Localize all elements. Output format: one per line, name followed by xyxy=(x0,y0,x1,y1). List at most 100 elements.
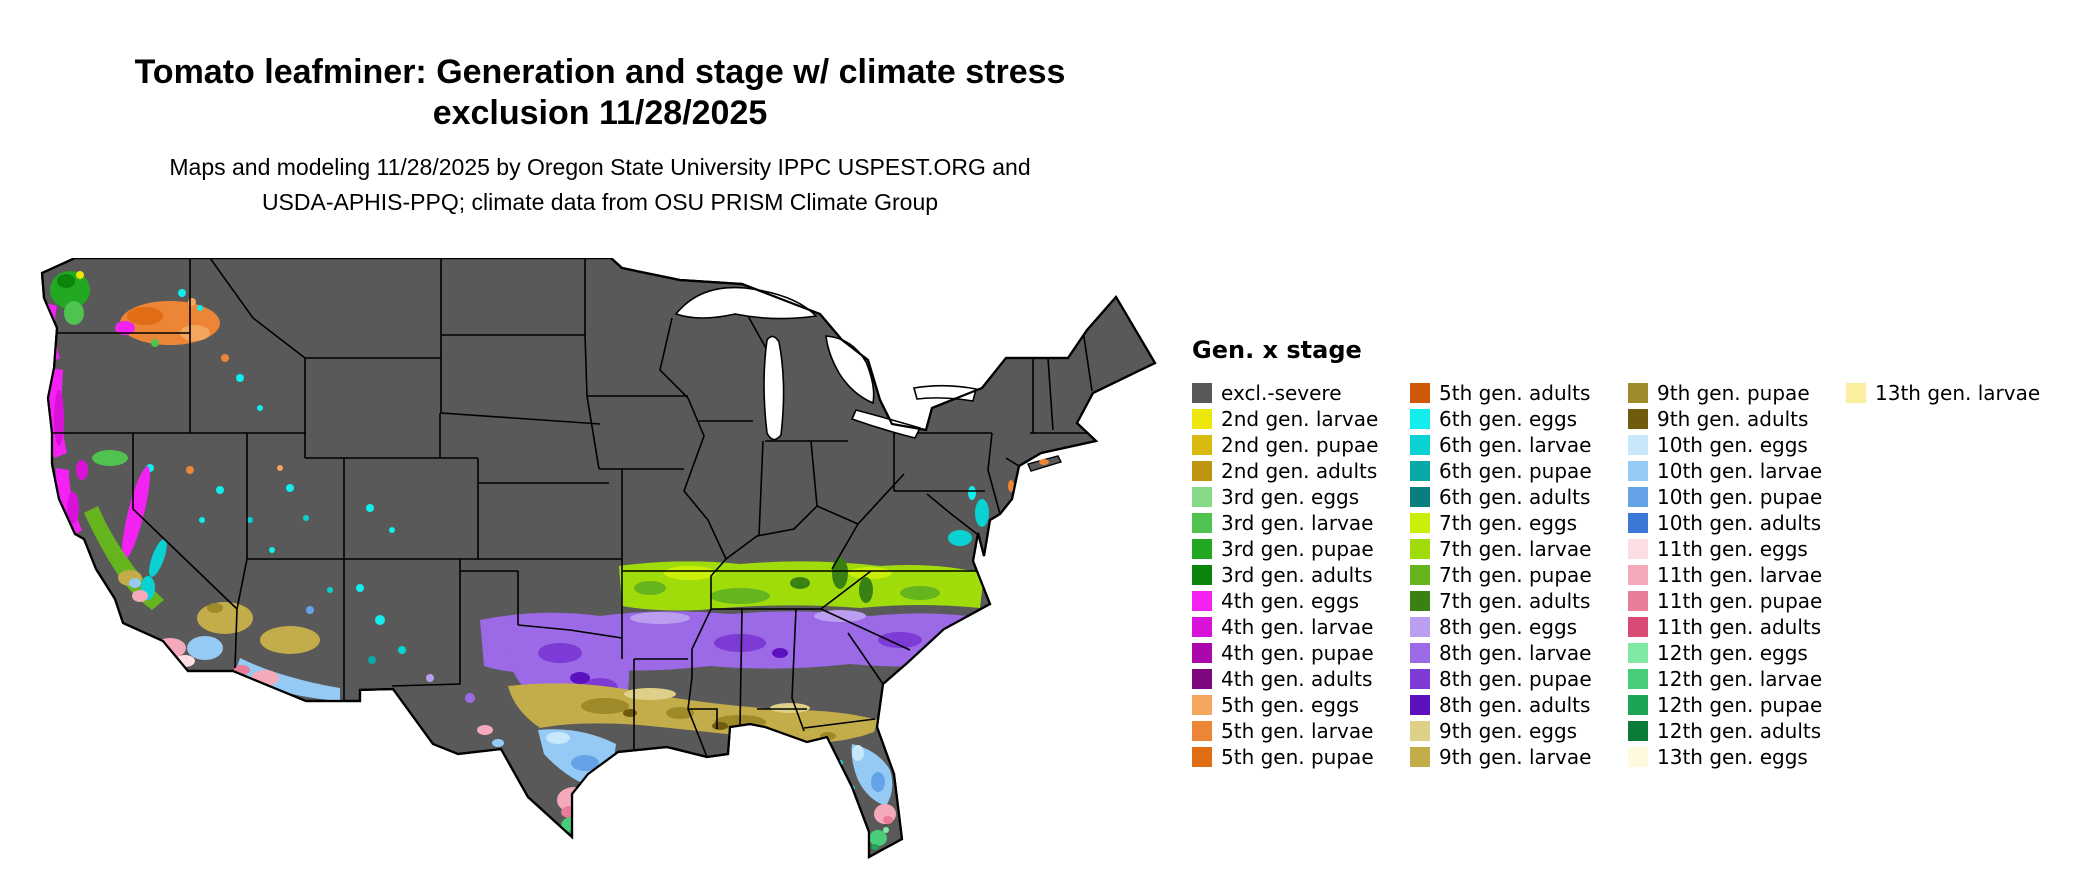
legend-label: 2nd gen. pupae xyxy=(1221,433,1379,457)
legend-label: 7th gen. adults xyxy=(1439,589,1591,613)
legend-swatch xyxy=(1410,591,1430,611)
legend-label: 5th gen. eggs xyxy=(1221,693,1360,717)
legend-item: 11th gen. pupae xyxy=(1628,588,1824,614)
legend-swatch xyxy=(1628,435,1648,455)
lake-michigan xyxy=(763,335,785,441)
legend-label: 10th gen. eggs xyxy=(1657,433,1808,457)
legend-swatch xyxy=(1628,721,1648,741)
legend-swatch xyxy=(1192,695,1212,715)
legend-label: 8th gen. larvae xyxy=(1439,641,1592,665)
legend-item: 3rd gen. adults xyxy=(1192,562,1388,588)
legend-swatch xyxy=(1410,747,1430,767)
legend-swatch xyxy=(1192,747,1212,767)
legend-item: 4th gen. adults xyxy=(1192,666,1388,692)
legend-label: 9th gen. adults xyxy=(1657,407,1809,431)
legend-item: 2nd gen. pupae xyxy=(1192,432,1388,458)
legend-item: 12th gen. pupae xyxy=(1628,692,1824,718)
us-outline-stroke xyxy=(40,256,1157,859)
legend-swatch xyxy=(1410,617,1430,637)
legend-label: 9th gen. pupae xyxy=(1657,381,1810,405)
legend-item: excl.-severe xyxy=(1192,380,1388,406)
legend-label: 3rd gen. adults xyxy=(1221,563,1373,587)
legend-item: 10th gen. larvae xyxy=(1628,458,1824,484)
lake-erie xyxy=(850,409,922,439)
legend-label: 11th gen. adults xyxy=(1657,615,1822,639)
legend-label: 12th gen. eggs xyxy=(1657,641,1808,665)
legend-label: 13th gen. larvae xyxy=(1875,381,2041,405)
legend-swatch xyxy=(1410,669,1430,689)
legend-item: 5th gen. pupae xyxy=(1192,744,1388,770)
credits-line-2: USDA-APHIS-PPQ; climate data from OSU PR… xyxy=(261,188,939,215)
legend-item: 9th gen. eggs xyxy=(1410,718,1606,744)
credits-line-1: Maps and modeling 11/28/2025 by Oregon S… xyxy=(169,154,1031,180)
legend-label: 13th gen. eggs xyxy=(1657,745,1808,769)
legend-swatch xyxy=(1628,513,1648,533)
legend-swatch xyxy=(1410,539,1430,559)
legend-label: 3rd gen. pupae xyxy=(1221,537,1374,561)
legend-column: 5th gen. adults 6th gen. eggs 6th gen. lar… xyxy=(1410,380,1606,770)
legend-item: 5th gen. larvae xyxy=(1192,718,1388,744)
legend-item: 5th gen. adults xyxy=(1410,380,1606,406)
legend-label: 10th gen. larvae xyxy=(1657,459,1823,483)
legend-swatch xyxy=(1192,539,1212,559)
legend-item: 12th gen. eggs xyxy=(1628,640,1824,666)
legend-swatch xyxy=(1410,721,1430,741)
legend-column: 13th gen. larvae xyxy=(1846,380,2042,770)
legend-swatch xyxy=(1192,409,1212,429)
legend-swatch xyxy=(1628,461,1648,481)
lake-superior xyxy=(674,286,818,320)
legend-swatch xyxy=(1410,695,1430,715)
legend-item: 3rd gen. eggs xyxy=(1192,484,1388,510)
legend: Gen. x stage excl.-severe 2nd gen. larvae… xyxy=(1192,336,2042,770)
legend-item: 3rd gen. larvae xyxy=(1192,510,1388,536)
legend-item: 9th gen. adults xyxy=(1628,406,1824,432)
legend-swatch xyxy=(1192,435,1212,455)
legend-swatch xyxy=(1410,565,1430,585)
legend-item: 9th gen. larvae xyxy=(1410,744,1606,770)
legend-swatch xyxy=(1410,383,1430,403)
legend-label: 5th gen. adults xyxy=(1439,381,1591,405)
legend-label: 7th gen. eggs xyxy=(1439,511,1578,535)
region-interior-west xyxy=(186,354,395,553)
legend-label: 7th gen. larvae xyxy=(1439,537,1592,561)
legend-swatch xyxy=(1628,643,1648,663)
legend-item: 4th gen. pupae xyxy=(1192,640,1388,666)
legend-label: 11th gen. larvae xyxy=(1657,563,1823,587)
region-florida xyxy=(818,723,896,850)
legend-swatch xyxy=(1192,643,1212,663)
legend-swatch xyxy=(1628,747,1648,767)
legend-swatch xyxy=(1192,461,1212,481)
legend-label: 2nd gen. larvae xyxy=(1221,407,1379,431)
legend-item: 6th gen. eggs xyxy=(1410,406,1606,432)
legend-item: 11th gen. eggs xyxy=(1628,536,1824,562)
legend-item: 8th gen. larvae xyxy=(1410,640,1606,666)
legend-label: excl.-severe xyxy=(1221,381,1342,405)
legend-swatch xyxy=(1410,409,1430,429)
legend-label: 11th gen. pupae xyxy=(1657,589,1823,613)
us-map xyxy=(40,256,1158,872)
title-line-1: Tomato leafminer: Generation and stage w… xyxy=(134,53,1066,91)
legend-label: 2nd gen. adults xyxy=(1221,459,1378,483)
legend-label: 12th gen. adults xyxy=(1657,719,1822,743)
region-california xyxy=(84,466,253,667)
legend-label: 7th gen. pupae xyxy=(1439,563,1592,587)
legend-swatch xyxy=(1192,617,1212,637)
legend-label: 4th gen. adults xyxy=(1221,667,1373,691)
legend-item: 6th gen. adults xyxy=(1410,484,1606,510)
legend-title: Gen. x stage xyxy=(1192,336,1362,364)
map-credits: Maps and modeling 11/28/2025 by Oregon S… xyxy=(100,150,1100,219)
title-line-2: exclusion 11/28/2025 xyxy=(432,94,768,133)
legend-swatch xyxy=(1628,383,1648,403)
legend-label: 3rd gen. larvae xyxy=(1221,511,1374,535)
legend-item: 8th gen. adults xyxy=(1410,692,1606,718)
legend-item: 13th gen. eggs xyxy=(1628,744,1824,770)
legend-label: 12th gen. pupae xyxy=(1657,693,1823,717)
legend-item: 4th gen. larvae xyxy=(1192,614,1388,640)
page-title: Tomato leafminer: Generation and stage w… xyxy=(100,52,1100,135)
map-svg xyxy=(40,256,1157,859)
legend-swatch xyxy=(1192,669,1212,689)
legend-label: 5th gen. pupae xyxy=(1221,745,1374,769)
legend-label: 11th gen. eggs xyxy=(1657,537,1808,561)
legend-item: 6th gen. larvae xyxy=(1410,432,1606,458)
